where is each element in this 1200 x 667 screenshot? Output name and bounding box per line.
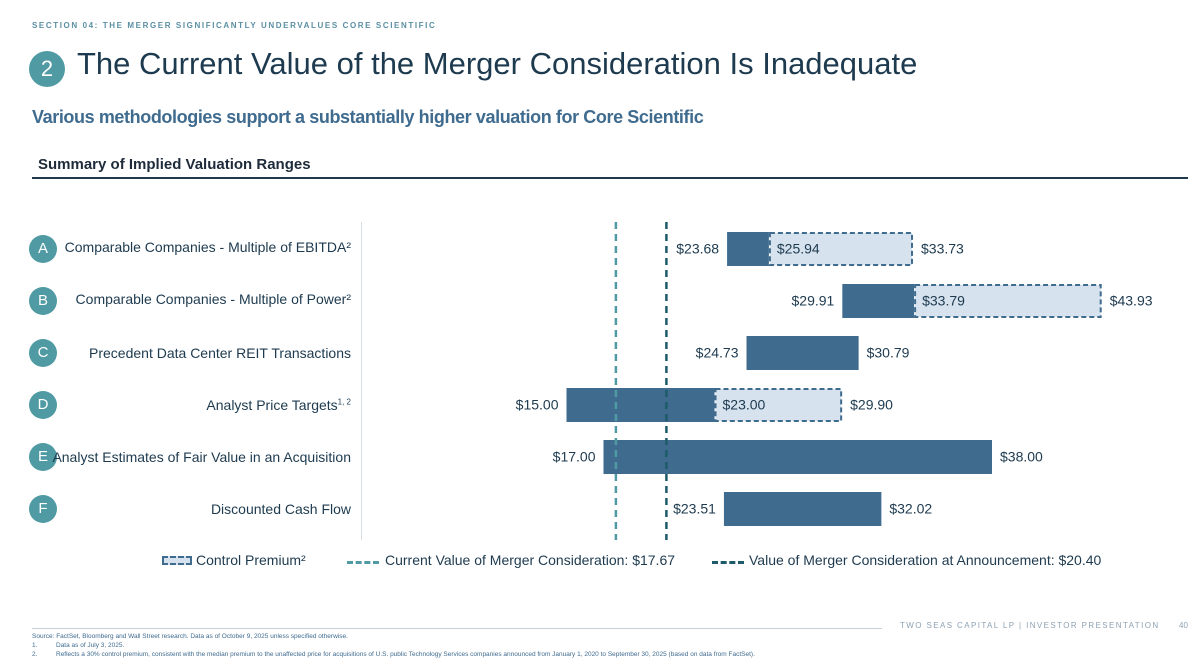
low-value-label-a: $23.68 xyxy=(676,241,719,257)
row-label-b: Comparable Companies - Multiple of Power… xyxy=(75,291,351,307)
footnote-source: Source: FactSet, Bloomberg and Wall Stre… xyxy=(32,633,348,640)
legend-announcement-value-line xyxy=(712,561,744,564)
low-value-label-f: $23.51 xyxy=(673,501,716,517)
row-label-d: Analyst Price Targets1, 2 xyxy=(206,397,351,413)
footer-brand: TWO SEAS CAPITAL LP | INVESTOR PRESENTAT… xyxy=(900,621,1160,630)
row-label-e: Analyst Estimates of Fair Value in an Ac… xyxy=(52,449,351,465)
mid-value-label-a: $25.94 xyxy=(777,241,820,257)
high-value-label-e: $38.00 xyxy=(1000,449,1043,465)
range-bar-f xyxy=(723,492,882,526)
high-value-label-d: $29.90 xyxy=(850,397,893,413)
legend-control-premium-label: Control Premium² xyxy=(196,552,306,568)
page-subtitle: Various methodologies support a substant… xyxy=(32,107,704,127)
legend-current-value-label: Current Value of Merger Consideration: $… xyxy=(385,552,676,568)
legend-announcement-value-label: Value of Merger Consideration at Announc… xyxy=(749,552,1102,568)
footnote-2: 2. Reflects a 30% control premium, consis… xyxy=(32,651,755,658)
high-value-label-b: $43.93 xyxy=(1110,293,1153,309)
footer-divider xyxy=(32,628,882,629)
page-number: 40 xyxy=(1179,621,1188,630)
range-bar-b xyxy=(842,284,915,318)
control-premium-bar-b xyxy=(914,284,1102,318)
high-value-label-f: $32.02 xyxy=(889,501,932,517)
category-axis-line xyxy=(361,222,362,540)
high-value-label-c: $30.79 xyxy=(867,345,910,361)
mid-value-label-d: $23.00 xyxy=(723,397,766,413)
row-letter-e: E xyxy=(29,443,57,471)
row-letter-a: A xyxy=(29,235,57,263)
row-label-d-footnote: 1, 2 xyxy=(337,397,351,407)
row-label-f: Discounted Cash Flow xyxy=(210,501,351,517)
low-value-label-e: $17.00 xyxy=(553,449,596,465)
range-bar-e xyxy=(603,440,992,474)
control-premium-bar-a xyxy=(768,232,914,266)
row-letter-d: D xyxy=(29,391,57,419)
summary-divider xyxy=(32,177,1188,179)
low-value-label-c: $24.73 xyxy=(696,345,739,361)
page-title: The Current Value of the Merger Consider… xyxy=(77,46,918,81)
section-number-badge: 2 xyxy=(29,51,65,87)
low-value-label-d: $15.00 xyxy=(516,397,559,413)
footnotes: Source: FactSet, Bloomberg and Wall Stre… xyxy=(32,632,755,659)
summary-title: Summary of Implied Valuation Ranges xyxy=(38,156,311,173)
row-label-a: Comparable Companies - Multiple of EBITD… xyxy=(64,239,351,255)
row-letter-f: F xyxy=(29,495,57,523)
mid-value-label-b: $33.79 xyxy=(922,293,965,309)
range-bar-c xyxy=(746,336,859,370)
row-letter-b: B xyxy=(29,287,57,315)
legend-control-premium-swatch xyxy=(162,556,192,565)
high-value-label-a: $33.73 xyxy=(921,241,964,257)
footnote-1: 1. Data as of July 3, 2025. xyxy=(32,642,125,649)
range-bar-a xyxy=(727,232,769,266)
range-bar-d xyxy=(566,388,715,422)
legend-current-value-line xyxy=(347,561,379,564)
control-premium-bar-d xyxy=(714,388,843,422)
row-label-c: Precedent Data Center REIT Transactions xyxy=(89,345,351,361)
row-letter-c: C xyxy=(29,339,57,367)
section-label: SECTION 04: THE MERGER SIGNIFICANTLY UND… xyxy=(32,21,437,30)
low-value-label-b: $29.91 xyxy=(792,293,835,309)
